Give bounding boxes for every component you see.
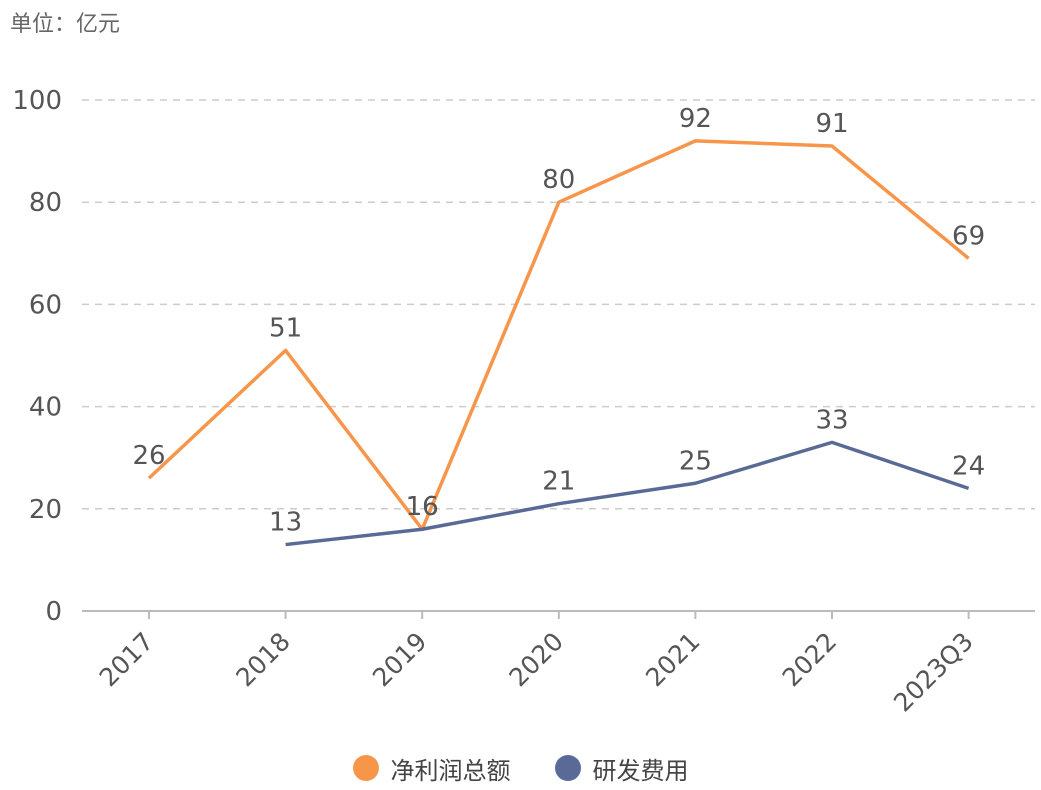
legend-marker-net-profit <box>352 755 379 781</box>
data-label: 16 <box>406 492 439 522</box>
y-tick-label: 60 <box>29 290 62 320</box>
legend: 净利润总额 研发费用 <box>0 746 1041 790</box>
data-label: 91 <box>815 109 848 139</box>
legend-label-rd-expense: 研发费用 <box>592 756 689 785</box>
axes: 0 20 40 60 80 100 2017 2018 2019 2020 2021 2022 2023… <box>12 86 1035 717</box>
line-chart: 0 20 40 60 80 100 2017 2018 2019 2020 2021 2022 2023… <box>12 86 1035 717</box>
gridlines <box>82 99 1035 510</box>
data-label: 51 <box>269 313 302 343</box>
legend-item-rd-expense[interactable]: 研发费用 <box>554 751 689 786</box>
legend-marker-rd-expense <box>554 755 581 781</box>
data-label: 13 <box>269 508 302 538</box>
x-tick-label: 2020 <box>504 627 569 692</box>
y-tick-label: 40 <box>29 393 62 423</box>
x-tick-label: 2021 <box>640 627 705 692</box>
data-label: 26 <box>132 441 165 471</box>
data-label: 92 <box>679 104 712 134</box>
x-tick-label: 2019 <box>367 627 432 692</box>
data-label: 21 <box>542 467 575 497</box>
data-label: 80 <box>542 165 575 195</box>
series-lines <box>147 139 970 547</box>
data-label: 25 <box>679 446 712 476</box>
series-line-rd-expense <box>285 440 970 547</box>
unit-label: 单位：亿元 <box>10 12 121 37</box>
y-tick-label: 100 <box>12 86 62 116</box>
y-tick-label: 0 <box>45 597 62 627</box>
x-tick-label: 2017 <box>94 627 159 692</box>
data-label: 69 <box>952 221 985 251</box>
legend-item-net-profit[interactable]: 净利润总额 <box>352 751 511 786</box>
x-tick-label: 2018 <box>230 627 295 692</box>
y-tick-label: 80 <box>29 188 62 218</box>
y-tick-label: 20 <box>29 495 62 525</box>
data-label: 24 <box>952 451 985 481</box>
data-label: 16 <box>406 492 439 522</box>
x-tick-label: 2022 <box>777 627 842 692</box>
x-tick-label: 2023Q3 <box>888 627 979 718</box>
series-line-net-profit <box>147 139 970 531</box>
data-label: 33 <box>815 405 848 435</box>
legend-label-net-profit: 净利润总额 <box>390 756 511 785</box>
